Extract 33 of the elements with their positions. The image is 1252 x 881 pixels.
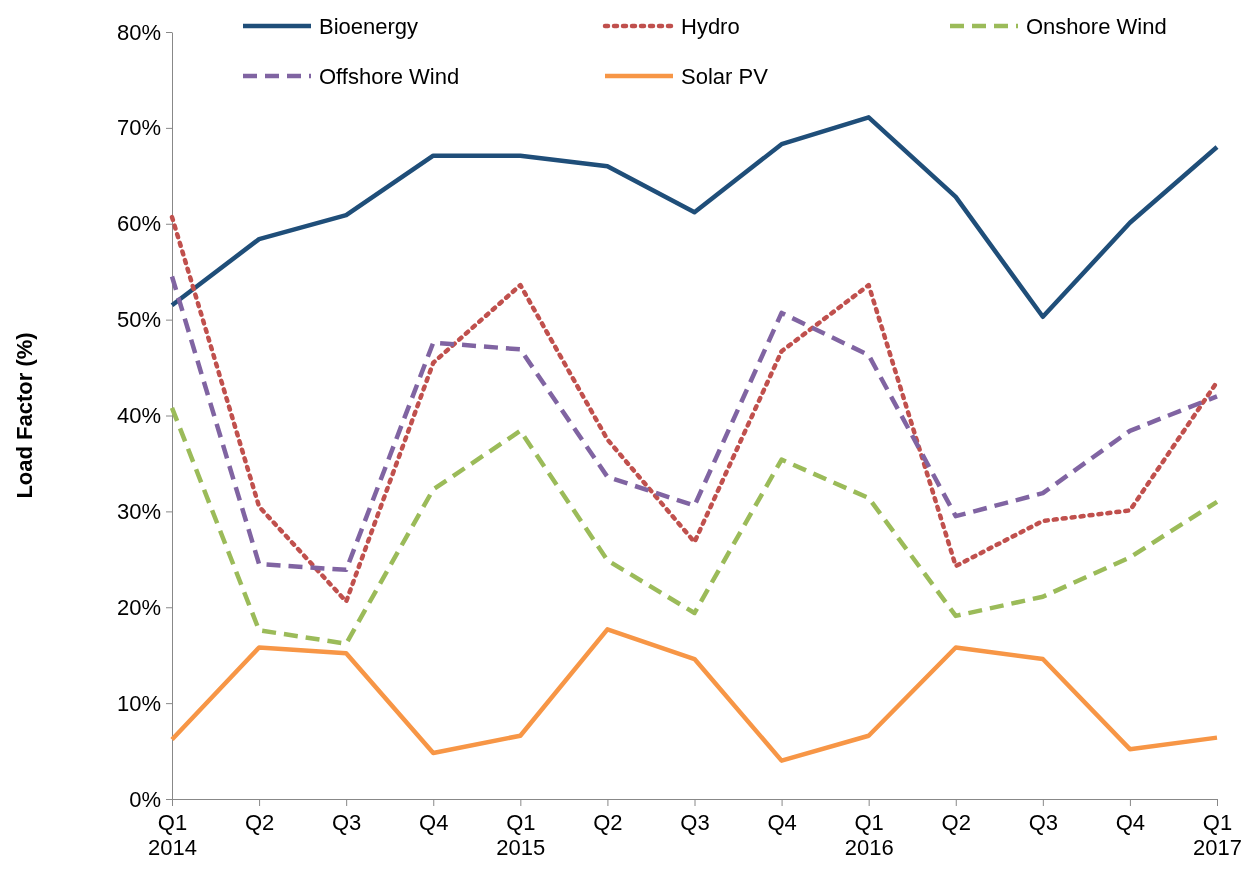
- x-tick-label: Q1 2014: [148, 809, 197, 860]
- x-tick-label: Q3: [331, 809, 362, 835]
- x-tick-label: Q1 2016: [844, 809, 894, 860]
- line-series: [169, 274, 1220, 573]
- y-tick-label: 70%: [116, 115, 161, 141]
- y-axis-title: Load Factor (%): [12, 332, 37, 499]
- y-tick-label: 60%: [116, 211, 161, 237]
- x-tick-label: Q3: [680, 809, 710, 835]
- y-tick-label: 10%: [116, 690, 161, 716]
- y-tick-label: 50%: [116, 307, 161, 333]
- x-tick-label: Q2: [941, 809, 971, 835]
- x-tick-label: Q1 2017: [1193, 809, 1242, 860]
- x-tick-label: Q2: [593, 809, 623, 835]
- legend-label: Onshore Wind: [1026, 14, 1167, 39]
- y-tick-label: 80%: [116, 19, 161, 45]
- line-series: [169, 214, 1220, 604]
- x-tick-label: Q1 2015: [496, 809, 546, 860]
- y-tick-label: 30%: [116, 498, 161, 524]
- x-tick-label: Q4: [767, 809, 797, 835]
- x-tick-label: Q4: [1115, 809, 1146, 835]
- x-tick-label: Q2: [244, 809, 275, 835]
- legend-label: Bioenergy: [319, 14, 419, 39]
- x-tick-label: Q4: [419, 809, 449, 835]
- line-series: [169, 115, 1220, 319]
- y-tick-label: 0%: [129, 786, 161, 812]
- line-series: [169, 405, 1220, 646]
- legend-label: Offshore Wind: [319, 64, 460, 89]
- legend-label: Solar PV: [681, 64, 769, 89]
- legend-label: Hydro: [681, 14, 740, 39]
- y-tick-label: 20%: [116, 594, 161, 620]
- x-tick-label: Q3: [1028, 809, 1059, 835]
- y-tick-label: 40%: [116, 403, 161, 429]
- line-series: [169, 627, 1220, 763]
